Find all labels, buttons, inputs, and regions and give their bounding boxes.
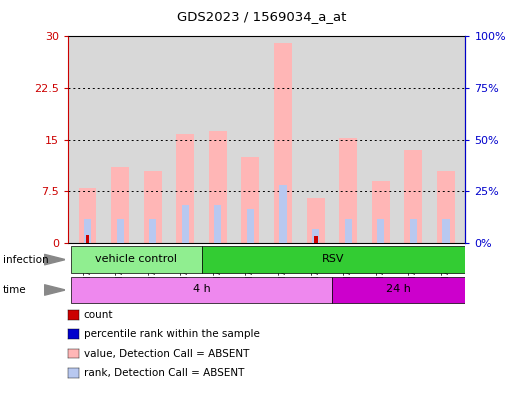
Bar: [214, 205, 221, 243]
Polygon shape: [44, 254, 65, 265]
Bar: [181, 205, 189, 243]
Bar: [111, 167, 129, 243]
Bar: [201, 247, 465, 273]
Text: RSV: RSV: [322, 254, 345, 264]
Bar: [306, 198, 325, 243]
Text: value, Detection Call = ABSENT: value, Detection Call = ABSENT: [84, 349, 249, 358]
Bar: [78, 188, 97, 243]
Text: time: time: [3, 285, 26, 295]
Bar: [410, 219, 417, 243]
Bar: [312, 229, 319, 243]
Bar: [274, 43, 292, 243]
Bar: [339, 139, 357, 243]
Bar: [372, 181, 390, 243]
Bar: [242, 157, 259, 243]
Text: vehicle control: vehicle control: [95, 254, 177, 264]
Text: percentile rank within the sample: percentile rank within the sample: [84, 329, 259, 339]
Bar: [247, 209, 254, 243]
Bar: [84, 219, 91, 243]
Bar: [332, 277, 465, 303]
Bar: [117, 219, 124, 243]
Bar: [404, 150, 422, 243]
Bar: [149, 219, 156, 243]
Bar: [176, 134, 194, 243]
Text: infection: infection: [3, 255, 48, 264]
Bar: [86, 235, 89, 243]
Bar: [279, 185, 287, 243]
Text: GDS2023 / 1569034_a_at: GDS2023 / 1569034_a_at: [177, 10, 346, 23]
Bar: [314, 236, 317, 243]
Bar: [377, 219, 384, 243]
Bar: [437, 171, 455, 243]
Bar: [71, 277, 332, 303]
Bar: [345, 219, 352, 243]
Text: 24 h: 24 h: [386, 284, 411, 294]
Text: rank, Detection Call = ABSENT: rank, Detection Call = ABSENT: [84, 368, 244, 378]
Bar: [209, 132, 227, 243]
Text: count: count: [84, 310, 113, 320]
Text: 4 h: 4 h: [192, 284, 210, 294]
Polygon shape: [44, 285, 65, 295]
Bar: [144, 171, 162, 243]
Bar: [442, 219, 449, 243]
Bar: [71, 247, 201, 273]
